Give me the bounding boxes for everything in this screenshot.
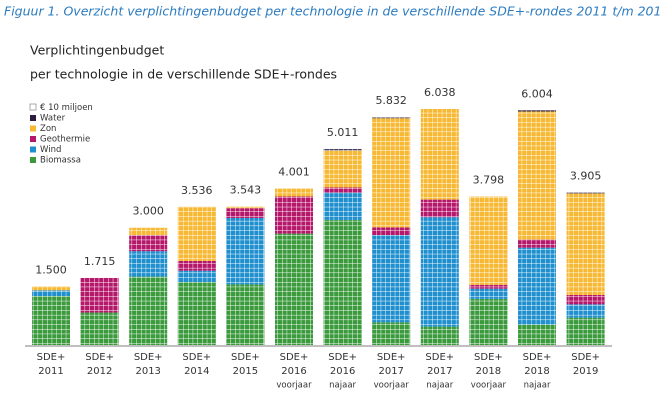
legend-label: Biomassa xyxy=(40,156,81,166)
x-tick-label: voorjaar xyxy=(374,381,410,391)
x-tick-label: SDE+ xyxy=(377,352,406,363)
waffle-grid xyxy=(372,117,411,346)
x-tick-label: voorjaar xyxy=(276,381,312,391)
total-label: 1.715 xyxy=(84,255,116,268)
total-label: 3.798 xyxy=(473,174,505,187)
unit-swatch xyxy=(29,103,37,111)
waffle-grid xyxy=(275,188,313,345)
x-tick-label: 2018 xyxy=(524,366,549,377)
x-tick-label: 2013 xyxy=(135,366,160,377)
x-tick-label: 2012 xyxy=(87,366,112,377)
total-label: 5.832 xyxy=(375,94,407,107)
legend-label: Zon xyxy=(40,124,56,134)
chart-title: Verplichtingenbudget xyxy=(30,43,164,58)
x-tick-label: SDE+ xyxy=(523,352,552,363)
x-tick-label: SDE+ xyxy=(280,352,309,363)
waffle-grid xyxy=(518,110,556,345)
x-tick-label: najaar xyxy=(524,381,551,391)
x-tick-label: 2019 xyxy=(573,366,598,377)
x-tick-label: 2011 xyxy=(38,366,63,377)
x-tick-label: 2015 xyxy=(233,366,258,377)
waffle-grid xyxy=(323,149,362,345)
x-tick-label: najaar xyxy=(329,381,356,391)
x-tick-label: 2017 xyxy=(378,366,403,377)
x-tick-label: SDE+ xyxy=(85,352,114,363)
legend-swatch xyxy=(30,146,36,153)
legend-label: Wind xyxy=(40,145,61,155)
x-tick-label: SDE+ xyxy=(134,352,163,363)
x-tick-label: SDE+ xyxy=(571,352,600,363)
x-tick-label: SDE+ xyxy=(328,352,357,363)
x-tick-label: 2018 xyxy=(476,366,501,377)
x-tick-label: SDE+ xyxy=(37,352,66,363)
total-label: 4.001 xyxy=(278,166,310,179)
x-tick-label: SDE+ xyxy=(182,352,211,363)
waffle-grid xyxy=(566,192,605,345)
total-label: 3.543 xyxy=(230,184,262,197)
unit-legend: € 10 miljoen xyxy=(40,103,93,113)
caption: Figuur 1. Overzicht verplichtingenbudget… xyxy=(4,4,662,19)
legend-label: Geothermie xyxy=(40,135,90,145)
total-label: 3.000 xyxy=(132,205,164,218)
x-tick-label: najaar xyxy=(426,381,453,391)
chart-subtitle: per technologie in de verschillende SDE+… xyxy=(30,67,337,82)
x-tick-label: 2016 xyxy=(281,366,306,377)
x-tick-label: 2017 xyxy=(427,366,452,377)
x-tick-label: SDE+ xyxy=(474,352,503,363)
waffle-grid xyxy=(80,277,119,345)
legend-swatch xyxy=(30,136,36,142)
x-tick-label: 2016 xyxy=(330,366,355,377)
total-label: 3.905 xyxy=(570,169,602,182)
x-tick-label: voorjaar xyxy=(471,381,507,391)
legend-swatch xyxy=(30,157,36,163)
waffle-grid xyxy=(469,196,508,345)
x-tick-label: SDE+ xyxy=(425,352,454,363)
legend-swatch xyxy=(30,115,36,121)
x-tick-label: SDE+ xyxy=(231,352,260,363)
legend-label: Water xyxy=(40,114,66,124)
waffle-grid xyxy=(226,206,265,345)
waffle-grid xyxy=(129,227,168,345)
waffle-grid xyxy=(420,109,459,345)
total-label: 1.500 xyxy=(35,263,67,276)
total-label: 5.011 xyxy=(327,126,359,139)
total-label: 6.038 xyxy=(424,86,456,99)
x-tick-label: 2014 xyxy=(184,366,209,377)
total-label: 6.004 xyxy=(521,87,553,100)
waffle-grid xyxy=(32,286,70,345)
waffle-grid xyxy=(177,206,216,345)
total-label: 3.536 xyxy=(181,184,213,197)
legend-swatch xyxy=(30,125,36,132)
